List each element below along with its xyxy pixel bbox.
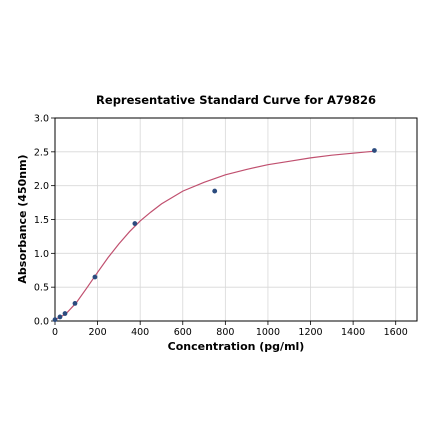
y-axis-label: Absorbance (450nm) [16, 154, 29, 283]
data-point [372, 148, 377, 153]
x-tick-label: 1400 [341, 327, 365, 338]
data-point [72, 301, 78, 306]
data-point [62, 311, 68, 316]
chart-title: Representative Standard Curve for A79826 [96, 93, 376, 107]
y-tick-label: 2.0 [34, 181, 49, 192]
data-point [132, 221, 138, 226]
x-tick-label: 800 [216, 327, 234, 338]
x-tick-label: 1600 [384, 327, 408, 338]
y-tick-label: 0.0 [34, 317, 49, 328]
x-tick-label: 600 [174, 327, 192, 338]
y-tick-label: 1.0 [34, 249, 49, 260]
y-tick-label: 1.5 [34, 215, 49, 226]
x-axis-ticks: 0 200 400 600 800 1000 1200 1400 1600 [52, 321, 408, 338]
data-point [57, 314, 63, 320]
data-points [52, 148, 377, 323]
x-tick-label: 400 [131, 327, 149, 338]
data-point [52, 317, 58, 323]
fit-curve [54, 150, 375, 321]
data-point [212, 188, 218, 194]
x-tick-label: 1000 [256, 327, 280, 338]
x-tick-label: 1200 [298, 327, 322, 338]
y-tick-label: 3.0 [34, 114, 49, 125]
x-tick-label: 0 [52, 327, 58, 338]
x-tick-label: 200 [89, 327, 107, 338]
x-axis-label: Concentration (pg/ml) [168, 340, 305, 353]
y-tick-label: 0.5 [34, 283, 49, 294]
data-point [92, 274, 98, 280]
y-tick-label: 2.5 [34, 147, 49, 158]
